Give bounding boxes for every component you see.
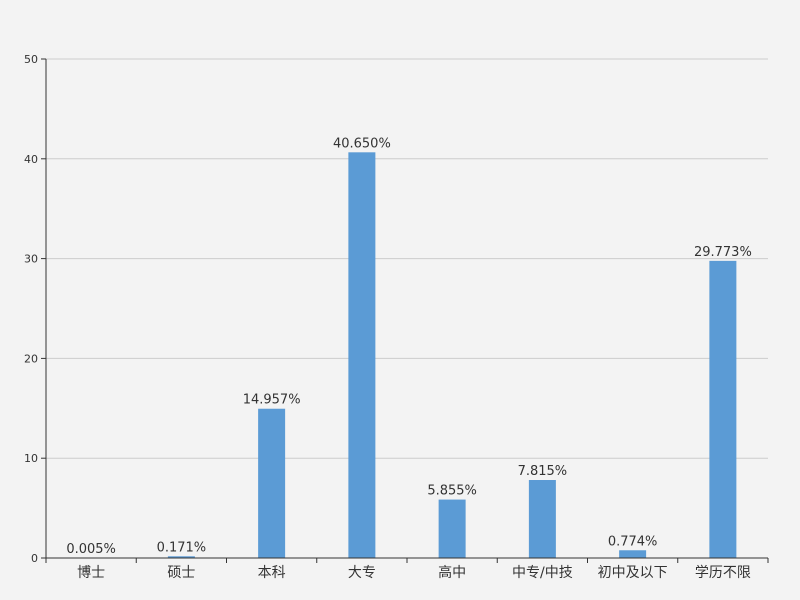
- bar: [528, 480, 556, 558]
- data-label: 7.815%: [518, 464, 568, 479]
- data-label: 0.171%: [157, 540, 207, 555]
- bar: [167, 556, 195, 558]
- x-tick-label: 高中: [438, 564, 466, 581]
- data-label: 0.005%: [66, 542, 116, 557]
- data-label: 5.855%: [427, 484, 477, 499]
- x-axis-ticks: 博士 硕士 本科 大专 高中 中专/中技 初中及以下 学历不限: [45, 558, 769, 581]
- data-label: 14.957%: [243, 393, 301, 408]
- data-label: 0.774%: [608, 534, 658, 549]
- y-tick-label: 10: [24, 452, 38, 465]
- gridlines: [46, 58, 768, 459]
- y-tick-label: 30: [24, 253, 38, 266]
- y-tick-label: 0: [31, 552, 38, 565]
- y-tick-label: 50: [24, 53, 38, 66]
- x-tick-label: 硕士: [167, 565, 195, 581]
- bar: [709, 260, 737, 558]
- y-tick-label: 40: [24, 153, 38, 166]
- bar: [619, 550, 647, 558]
- bars: [77, 152, 737, 559]
- bar: [348, 152, 376, 559]
- y-axis-ticks: 0 10 20 30 40 50: [24, 53, 46, 565]
- x-tick-label: 中专/中技: [512, 565, 573, 581]
- bar: [438, 499, 466, 558]
- data-labels: 0.005% 0.171% 14.957% 40.650% 5.855% 7.815% 0.…: [66, 136, 751, 557]
- bar: [258, 408, 286, 558]
- x-tick-label: 大专: [348, 565, 376, 581]
- y-tick-label: 20: [24, 352, 38, 365]
- data-label: 29.773%: [694, 245, 752, 260]
- x-tick-label: 本科: [258, 565, 286, 581]
- x-tick-label: 学历不限: [695, 565, 751, 581]
- x-tick-label: 初中及以下: [598, 564, 668, 581]
- data-label: 40.650%: [333, 136, 391, 151]
- x-tick-label: 博士: [77, 564, 105, 581]
